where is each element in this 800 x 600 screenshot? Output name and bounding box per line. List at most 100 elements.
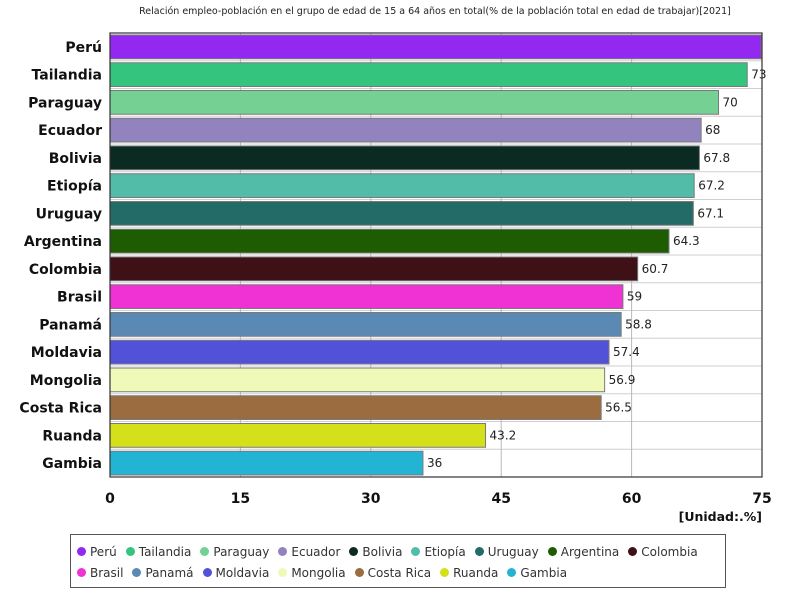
legend-swatch bbox=[278, 547, 288, 556]
legend-swatch bbox=[77, 547, 86, 556]
legend-item[interactable]: Costa Rica bbox=[354, 562, 432, 583]
bar bbox=[109, 312, 622, 337]
legend-swatch bbox=[125, 547, 135, 556]
legend-item[interactable]: Moldavia bbox=[202, 562, 270, 583]
legend-label: Uruguay bbox=[487, 544, 539, 559]
category-label: Colombia bbox=[29, 262, 102, 278]
value-label: 59 bbox=[627, 290, 642, 304]
legend-label: Moldavia bbox=[215, 565, 270, 580]
bar bbox=[109, 395, 602, 420]
legend-label: Costa Rica bbox=[367, 565, 432, 580]
legend-swatch bbox=[278, 568, 288, 577]
legend-label: Mongolia bbox=[291, 565, 346, 580]
bar bbox=[109, 423, 487, 448]
bar bbox=[109, 367, 606, 393]
legend-label: Colombia bbox=[641, 544, 698, 559]
legend-item[interactable]: Argentina bbox=[547, 541, 620, 562]
legend-label: Paraguay bbox=[213, 544, 270, 559]
value-label: 70 bbox=[723, 95, 738, 109]
legend-label: Brasil bbox=[90, 565, 124, 580]
bar bbox=[109, 228, 670, 254]
value-label: 56.5 bbox=[605, 401, 632, 415]
category-label: Perú bbox=[65, 40, 102, 56]
x-tick-label: 30 bbox=[361, 491, 381, 507]
bar bbox=[109, 34, 762, 60]
legend-label: Argentina bbox=[560, 544, 620, 559]
legend-swatch bbox=[77, 568, 86, 577]
value-label: 67.2 bbox=[698, 179, 725, 193]
bar bbox=[109, 173, 695, 198]
category-label: Costa Rica bbox=[19, 401, 102, 417]
legend-label: Bolivia bbox=[362, 544, 403, 559]
legend-item[interactable]: Gambia bbox=[507, 562, 567, 583]
bar bbox=[109, 117, 702, 143]
category-label: Gambia bbox=[42, 456, 102, 472]
category-label: Bolivia bbox=[49, 151, 102, 167]
legend-label: Perú bbox=[90, 544, 117, 559]
legend-item[interactable]: Mongolia bbox=[278, 562, 346, 583]
value-label: 67.8 bbox=[703, 151, 730, 165]
value-label: 60.7 bbox=[642, 262, 669, 276]
legend-label: Gambia bbox=[520, 565, 568, 580]
legend-item[interactable]: Panamá bbox=[132, 562, 194, 583]
legend-item[interactable]: Paraguay bbox=[200, 541, 269, 562]
category-label: Uruguay bbox=[36, 206, 102, 222]
category-label: Argentina bbox=[24, 234, 102, 250]
legend-swatch bbox=[202, 568, 212, 577]
legend-swatch bbox=[474, 547, 484, 556]
legend-swatch bbox=[411, 547, 421, 556]
legend-item[interactable]: Bolivia bbox=[349, 541, 402, 562]
value-label: 57.4 bbox=[613, 345, 640, 359]
value-label: 36 bbox=[427, 456, 442, 470]
x-tick-label: 15 bbox=[231, 491, 250, 507]
bar bbox=[109, 62, 748, 87]
legend-swatch bbox=[440, 568, 450, 577]
value-label: 56.9 bbox=[609, 373, 636, 387]
x-tick-label: 45 bbox=[491, 491, 510, 507]
legend-swatch bbox=[349, 547, 359, 556]
category-label: Tailandia bbox=[32, 68, 102, 84]
legend-swatch bbox=[354, 568, 364, 577]
legend-item[interactable]: Brasil bbox=[77, 562, 123, 583]
category-label: Ecuador bbox=[38, 123, 102, 139]
legend-label: Ruanda bbox=[453, 565, 499, 580]
value-label: 68 bbox=[705, 123, 720, 137]
category-label: Brasil bbox=[57, 290, 102, 306]
bar bbox=[109, 201, 694, 226]
category-label: Mongolia bbox=[30, 373, 102, 389]
value-label: 64.3 bbox=[673, 234, 700, 248]
category-label: Panamá bbox=[39, 317, 102, 333]
legend-item[interactable]: Colombia bbox=[628, 541, 698, 562]
category-label: Etiopía bbox=[47, 179, 102, 195]
legend-item[interactable]: Uruguay bbox=[474, 541, 539, 562]
category-label: Paraguay bbox=[28, 95, 102, 111]
legend-item[interactable]: Perú bbox=[77, 541, 117, 562]
legend-label: Panamá bbox=[145, 565, 194, 580]
legend-label: Ecuador bbox=[291, 544, 341, 559]
category-label: Moldavia bbox=[31, 345, 102, 361]
legend-swatch bbox=[507, 568, 517, 577]
category-label: Ruanda bbox=[42, 428, 102, 444]
x-tick-label: 60 bbox=[622, 491, 642, 507]
legend-label: Etiopía bbox=[424, 544, 466, 559]
bar bbox=[109, 90, 720, 115]
legend-item[interactable]: Ecuador bbox=[278, 541, 340, 562]
bar bbox=[109, 284, 624, 309]
value-label: 73 bbox=[751, 68, 766, 82]
legend-item[interactable]: Tailandia bbox=[125, 541, 191, 562]
legend-swatch bbox=[628, 547, 638, 556]
bar bbox=[109, 339, 610, 365]
bar bbox=[109, 450, 424, 476]
value-label: 58.8 bbox=[625, 317, 652, 331]
value-label: 43.2 bbox=[490, 428, 517, 442]
value-label: 67.1 bbox=[697, 206, 724, 220]
legend-item[interactable]: Etiopía bbox=[411, 541, 466, 562]
x-tick-label: 0 bbox=[105, 491, 115, 507]
bar bbox=[109, 256, 639, 282]
legend: Perú Tailandia Paraguay Ecuador Bolivia Etiop… bbox=[70, 534, 726, 588]
legend-swatch bbox=[132, 568, 142, 577]
legend-item[interactable]: Ruanda bbox=[440, 562, 498, 583]
legend-swatch bbox=[547, 547, 557, 556]
legend-swatch bbox=[200, 547, 210, 556]
